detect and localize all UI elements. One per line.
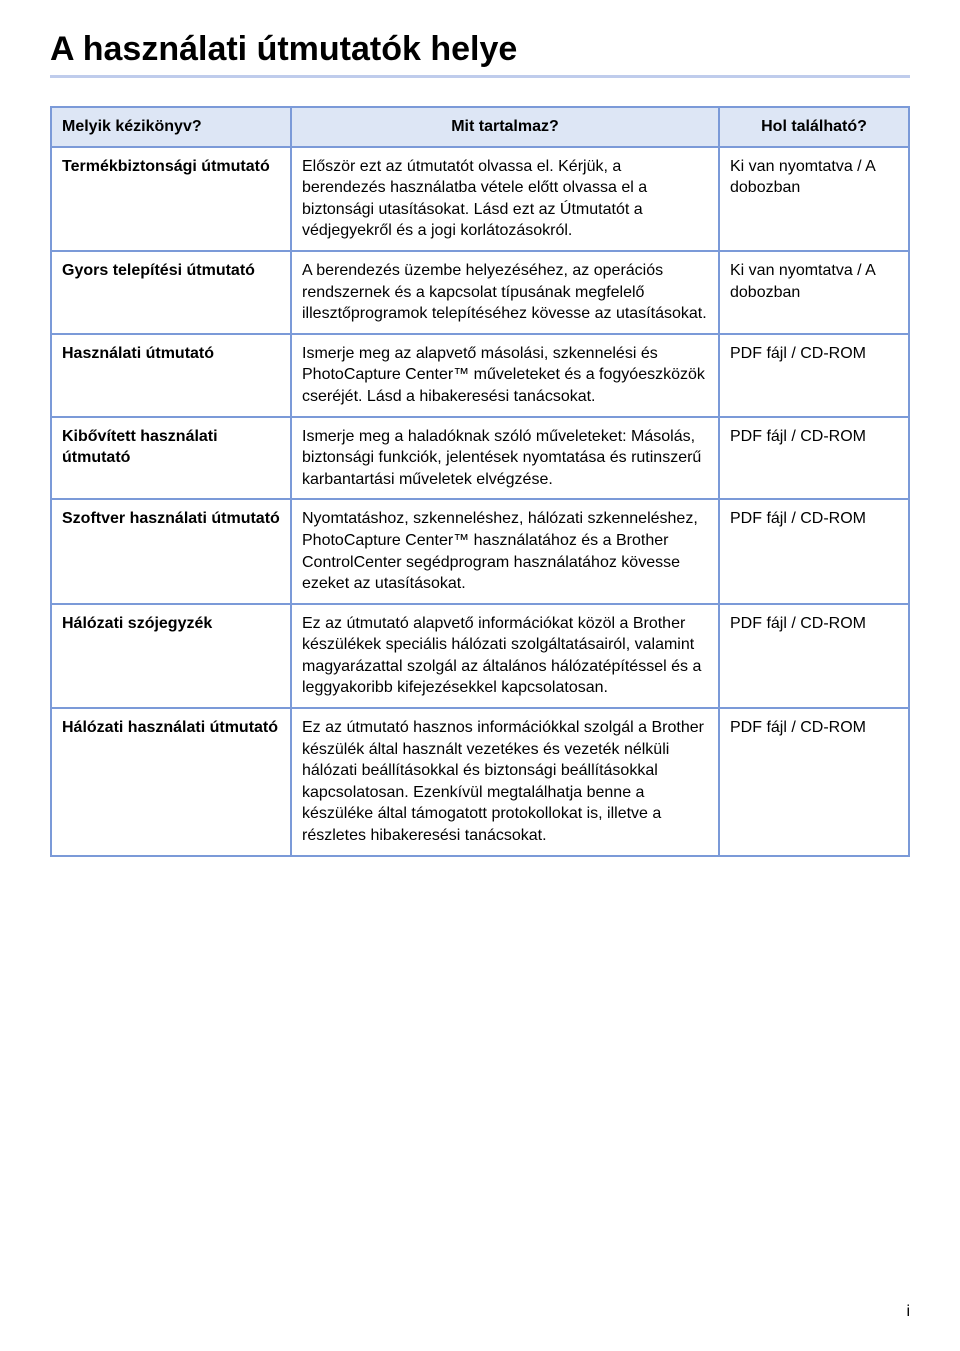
table-header: Melyik kézikönyv? Mit tartalmaz? Hol tal… — [51, 107, 909, 147]
cell-which: Termékbiztonsági útmutató — [51, 147, 291, 251]
cell-where: PDF fájl / CD-ROM — [719, 708, 909, 856]
cell-which: Hálózati szójegyzék — [51, 604, 291, 708]
th-what: Mit tartalmaz? — [291, 107, 719, 147]
title-underline — [50, 75, 910, 78]
table-row: Gyors telepítési útmutató A berendezés ü… — [51, 251, 909, 334]
cell-what: Először ezt az útmutatót olvassa el. Kér… — [291, 147, 719, 251]
page-number: i — [906, 1303, 910, 1321]
cell-what: Ez az útmutató hasznos információkkal sz… — [291, 708, 719, 856]
page-title: A használati útmutatók helye — [50, 30, 910, 78]
cell-what: Nyomtatáshoz, szkenneléshez, hálózati sz… — [291, 499, 719, 603]
cell-what: A berendezés üzembe helyezéséhez, az ope… — [291, 251, 719, 334]
cell-which: Gyors telepítési útmutató — [51, 251, 291, 334]
table-row: Használati útmutató Ismerje meg az alapv… — [51, 334, 909, 417]
th-where: Hol található? — [719, 107, 909, 147]
table-row: Hálózati szójegyzék Ez az útmutató alapv… — [51, 604, 909, 708]
cell-where: PDF fájl / CD-ROM — [719, 499, 909, 603]
cell-where: Ki van nyomtatva / A dobozban — [719, 147, 909, 251]
cell-where: Ki van nyomtatva / A dobozban — [719, 251, 909, 334]
page-title-text: A használati útmutatók helye — [50, 30, 517, 68]
cell-which: Hálózati használati útmutató — [51, 708, 291, 856]
cell-which: Kibővített használati útmutató — [51, 417, 291, 500]
document-page: A használati útmutatók helye Melyik kézi… — [0, 0, 960, 1351]
table-row: Termékbiztonsági útmutató Először ezt az… — [51, 147, 909, 251]
th-which: Melyik kézikönyv? — [51, 107, 291, 147]
guides-table: Melyik kézikönyv? Mit tartalmaz? Hol tal… — [50, 106, 910, 857]
table-row: Hálózati használati útmutató Ez az útmut… — [51, 708, 909, 856]
cell-which: Szoftver használati útmutató — [51, 499, 291, 603]
cell-what: Ez az útmutató alapvető információkat kö… — [291, 604, 719, 708]
cell-what: Ismerje meg a haladóknak szóló műveletek… — [291, 417, 719, 500]
cell-where: PDF fájl / CD-ROM — [719, 417, 909, 500]
cell-where: PDF fájl / CD-ROM — [719, 604, 909, 708]
table-body: Termékbiztonsági útmutató Először ezt az… — [51, 147, 909, 856]
table-row: Szoftver használati útmutató Nyomtatásho… — [51, 499, 909, 603]
cell-where: PDF fájl / CD-ROM — [719, 334, 909, 417]
table-row: Kibővített használati útmutató Ismerje m… — [51, 417, 909, 500]
cell-what: Ismerje meg az alapvető másolási, szkenn… — [291, 334, 719, 417]
cell-which: Használati útmutató — [51, 334, 291, 417]
table-header-row: Melyik kézikönyv? Mit tartalmaz? Hol tal… — [51, 107, 909, 147]
